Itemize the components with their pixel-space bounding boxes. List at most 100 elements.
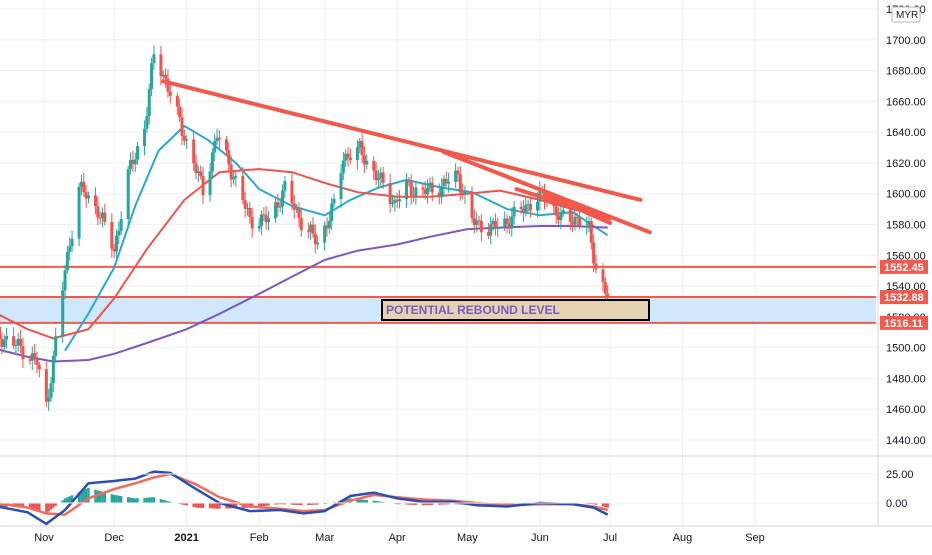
candle-body [388,182,392,205]
candle [77,183,81,247]
trendlines[interactable] [161,79,652,235]
candle-body [554,206,558,216]
candle [159,45,163,86]
candle [395,192,399,209]
candle [479,214,483,242]
candle-body [503,218,507,227]
time-tick-label: Jul [603,532,617,544]
candle [585,216,589,235]
macd-histogram-bar [250,503,254,508]
candle-body [98,217,102,219]
candle [35,351,39,374]
rebound-note[interactable]: POTENTIAL REBOUND LEVEL [381,299,650,321]
candle [507,215,511,234]
candle-body [521,208,525,213]
price-tick-label: 1580.00 [886,220,926,232]
candle [601,263,605,292]
macd-histogram-bar [96,490,99,503]
price-tag-label: 1552.45 [884,262,924,274]
macd-histogram-bar [21,503,25,508]
candle [14,339,18,355]
candle-body [524,204,528,213]
candle [477,215,481,227]
candle-body [262,214,266,216]
candle-body [493,220,497,229]
candle [358,137,362,154]
candle [409,174,413,205]
candle-body [103,212,107,222]
candle [344,149,348,167]
time-axis[interactable]: Nov Dec 2021 Feb Mar Apr May Jun Jul Aug Sep [34,532,765,544]
macd-histogram-bar [47,503,50,512]
candle-body [164,74,168,79]
candle-body [44,369,48,402]
candle [19,329,23,354]
candle-body [470,191,474,219]
candle [33,344,37,365]
macd-histogram-bar [234,503,237,509]
candle-body [143,128,147,147]
candle-body [374,170,378,181]
candle-body [245,207,249,209]
macd-tick-label: 0.00 [886,498,907,510]
candle-body [278,206,282,208]
candle-body [344,153,348,161]
macd-histogram-bar [257,503,261,507]
time-tick-label: Feb [250,532,269,544]
candle [84,184,88,208]
candle [21,337,25,368]
macd-histogram-bar [316,503,319,505]
candle-body [159,54,163,77]
rebound-note-box [381,299,650,321]
macd-histogram-bar [33,503,36,510]
candle [164,68,168,88]
candle [217,130,221,149]
macd-histogram-bar [66,497,69,503]
candle [229,155,233,188]
candle-body [323,225,327,243]
candle-body [585,225,589,227]
macd-lines [0,470,609,526]
candle-body [86,195,90,199]
macd-histogram-bar [267,503,270,506]
macd-histogram-bar [199,503,202,508]
currency-badge[interactable]: MYR [891,6,921,23]
candle [215,128,219,146]
candle-body [117,230,121,236]
candle-body [421,187,425,190]
macd-histogram-bar [70,495,74,503]
candle-body [65,251,69,271]
candle [587,213,591,233]
macd-histogram-bar [87,487,90,503]
candle-body [30,353,34,361]
candle-body [309,224,313,232]
candle [234,171,238,187]
candle [594,254,598,274]
candle [100,207,104,228]
candle-body [145,115,149,129]
macd-histogram-bar [63,498,67,503]
price-tag-box [880,315,928,330]
macd-histogram-bar [136,498,139,503]
candle [103,203,107,226]
candle-body [372,160,376,171]
candle-body [5,336,9,340]
macd-histogram-bar [398,503,401,505]
candle-body [201,176,205,196]
candle-body [100,212,104,219]
price-axis[interactable]: 1440.001460.001480.001500.001520.001540.… [886,4,926,447]
price-tag-box [880,290,928,305]
candle [129,152,133,175]
candle [414,181,418,205]
candle-body [575,216,579,219]
macd-histogram-bar [152,497,156,503]
candle [131,150,135,173]
candle [475,211,479,233]
macd-histogram-bar [283,503,287,505]
candle [398,189,402,209]
candle-body [299,218,303,231]
candle-body [479,220,483,233]
macd-histogram-bar [365,499,368,503]
candle [421,182,425,198]
